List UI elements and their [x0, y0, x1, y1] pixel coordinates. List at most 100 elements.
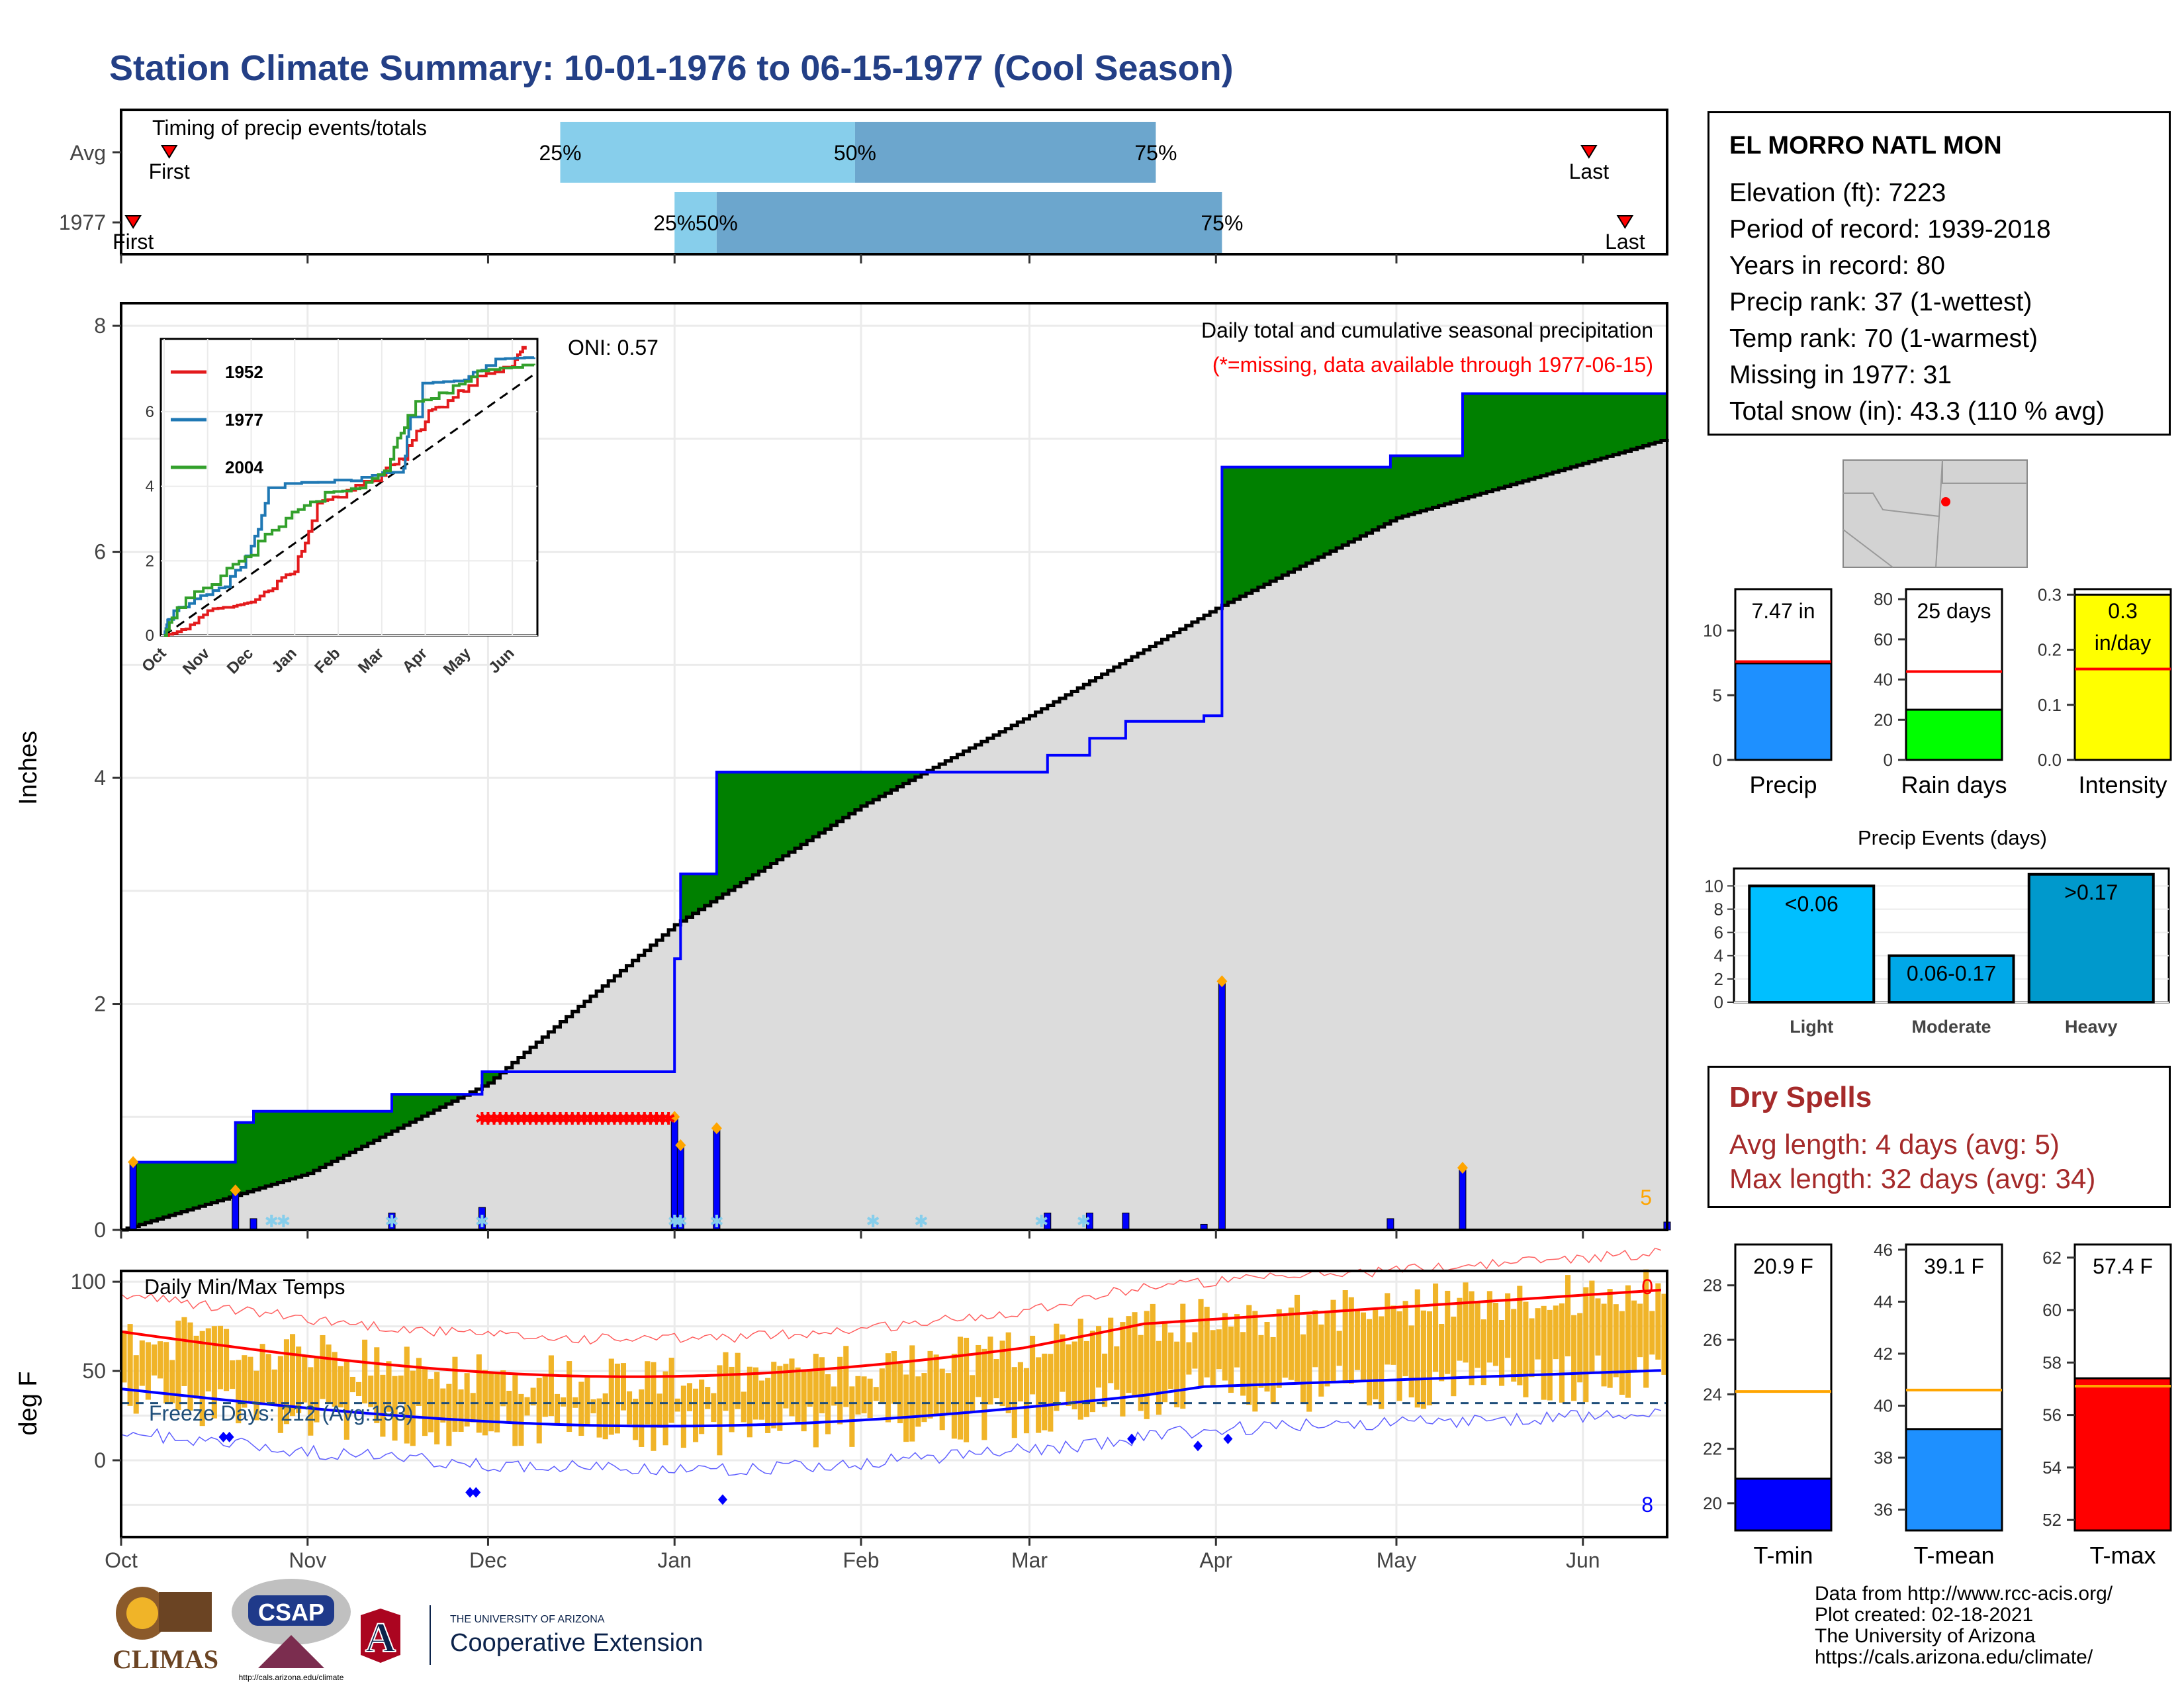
precip-departure-fill: [217, 1162, 224, 1201]
precip-departure-fill: [1637, 393, 1644, 448]
daily-temp-bar: [614, 1364, 620, 1434]
precip-departure-fill: [813, 772, 819, 837]
temp-panel: Daily Min/Max Temps Freeze Days: 212 (Av…: [15, 1230, 1668, 1572]
daily-temp-bar: [1553, 1305, 1559, 1360]
precip-total-chart: 0 5 10 7.47 in Precip: [1703, 588, 1833, 798]
last-event-marker: [1616, 215, 1634, 229]
temp-y-tick-label: 0: [94, 1448, 106, 1472]
daily-temp-bar: [567, 1361, 572, 1432]
timing-label: Timing of precip events/totals: [152, 116, 427, 140]
daily-temp-bar: [699, 1380, 705, 1434]
precip-departure-fill: [410, 1094, 416, 1123]
precip-departure-fill: [698, 874, 705, 910]
daily-temp-bar: [602, 1393, 608, 1440]
timing-pct25-label: 25%: [653, 211, 696, 235]
svg-text:CLIMAS: CLIMAS: [113, 1644, 218, 1674]
station-info-line: Missing in 1977: 31: [1729, 361, 1952, 389]
daily-temp-bar: [1294, 1294, 1300, 1382]
tmax-chart-y-tick-label: 56: [2042, 1405, 2062, 1425]
cold-count: 8: [1641, 1493, 1653, 1517]
daily-temp-bar: [1066, 1344, 1071, 1407]
precip-departure-fill: [831, 772, 838, 825]
daily-temp-bar: [554, 1393, 561, 1425]
precip-total-chart-title: Precip: [1749, 771, 1817, 798]
precip-departure-fill: [1396, 455, 1403, 518]
inset-legend-label: 2004: [225, 457, 263, 477]
precip-departure-fill: [169, 1162, 176, 1215]
missing-data-marker: ✱: [601, 1109, 615, 1129]
snow-marker: ✱: [1034, 1211, 1049, 1231]
record-low-marker: [1223, 1433, 1233, 1444]
daily-temp-bar: [512, 1375, 518, 1446]
daily-temp-bar: [765, 1378, 771, 1433]
daily-temp-bar: [831, 1386, 837, 1406]
daily-temp-bar: [747, 1366, 752, 1438]
precip-y-tick-label: 8: [94, 314, 106, 338]
precip-departure-fill: [439, 1094, 447, 1107]
svg-text:CSAP: CSAP: [258, 1599, 324, 1626]
daily-temp-bar: [1373, 1308, 1379, 1399]
credit-line: The University of Arizona: [1815, 1625, 2036, 1647]
daily-temp-bar: [1445, 1290, 1451, 1374]
precip-departure-fill: [1336, 467, 1343, 548]
daily-temp-bar: [1102, 1353, 1108, 1407]
precip-departure-fill: [175, 1162, 182, 1214]
daily-temp-bar: [163, 1342, 169, 1404]
daily-temp-bar: [314, 1357, 320, 1423]
month-tick-label: Jun: [1566, 1548, 1600, 1572]
precip-departure-fill: [373, 1111, 381, 1141]
precip-departure-fill: [801, 772, 807, 845]
daily-temp-bar: [1529, 1318, 1535, 1378]
precip-departure-fill: [1594, 393, 1602, 460]
daily-temp-bar: [993, 1359, 999, 1399]
snow-marker: ✱: [667, 1211, 682, 1231]
precip-departure-fill: [433, 1094, 441, 1111]
daily-temp-bar: [1306, 1315, 1312, 1412]
normal-cumulative-line: [121, 438, 1669, 1232]
precip-departure-fill: [770, 772, 778, 864]
precip-departure-fill: [343, 1111, 351, 1156]
precip-departure-fill: [1450, 455, 1457, 502]
precip-departure-fill: [1408, 455, 1415, 515]
daily-temp-bar: [1625, 1285, 1631, 1398]
precip-departure-fill: [404, 1094, 410, 1125]
events-bar-label: >0.17: [2064, 880, 2118, 904]
daily-temp-bar: [903, 1374, 909, 1442]
daily-temp-bar: [139, 1340, 145, 1386]
precip-departure-fill: [1643, 393, 1650, 446]
daily-temp-bar: [1619, 1311, 1625, 1395]
missing-note: (*=missing, data available through 1977-…: [1212, 353, 1653, 377]
snow-marker: ✱: [866, 1211, 880, 1231]
daily-temp-bar: [476, 1354, 482, 1433]
inset-x-tick-label: Dec: [224, 644, 257, 677]
inset-year-line: [163, 356, 535, 637]
tmax-chart-y-tick-label: 52: [2042, 1510, 2062, 1530]
precip-departure-fill: [1264, 467, 1271, 585]
precip-departure-fill: [1553, 393, 1559, 473]
daily-temp-bar: [1089, 1331, 1095, 1413]
daily-temp-bar: [662, 1371, 668, 1446]
precip-departure-fill: [181, 1162, 188, 1212]
record-low-marker: [471, 1487, 481, 1498]
precip-departure-fill: [1462, 393, 1469, 499]
daily-temp-bar: [1637, 1303, 1643, 1358]
daily-temp-bar: [349, 1376, 355, 1393]
precip-departure-fill: [891, 772, 898, 790]
daily-temp-bar: [813, 1354, 819, 1448]
max-precip-diamond: [128, 1156, 139, 1168]
precip-departure-fill: [151, 1162, 158, 1221]
precip-departure-fill: [1601, 393, 1608, 459]
events-category-label: Moderate: [1911, 1017, 1991, 1037]
daily-temp-bar: [1318, 1324, 1324, 1397]
precip-departure-fill: [747, 772, 753, 879]
precip-departure-fill: [416, 1094, 423, 1119]
daily-temp-bar: [1463, 1282, 1469, 1363]
daily-temp-bar: [1607, 1289, 1613, 1388]
precip-departure-fill: [139, 1162, 146, 1225]
daily-temp-bar: [145, 1342, 151, 1400]
precip-departure-fill: [1492, 393, 1500, 490]
inset-y-tick-label: 4: [146, 478, 154, 496]
precip-departure-fill: [1444, 455, 1451, 504]
daily-temp-bar: [1480, 1319, 1486, 1385]
precip-departure-fill: [837, 772, 844, 821]
